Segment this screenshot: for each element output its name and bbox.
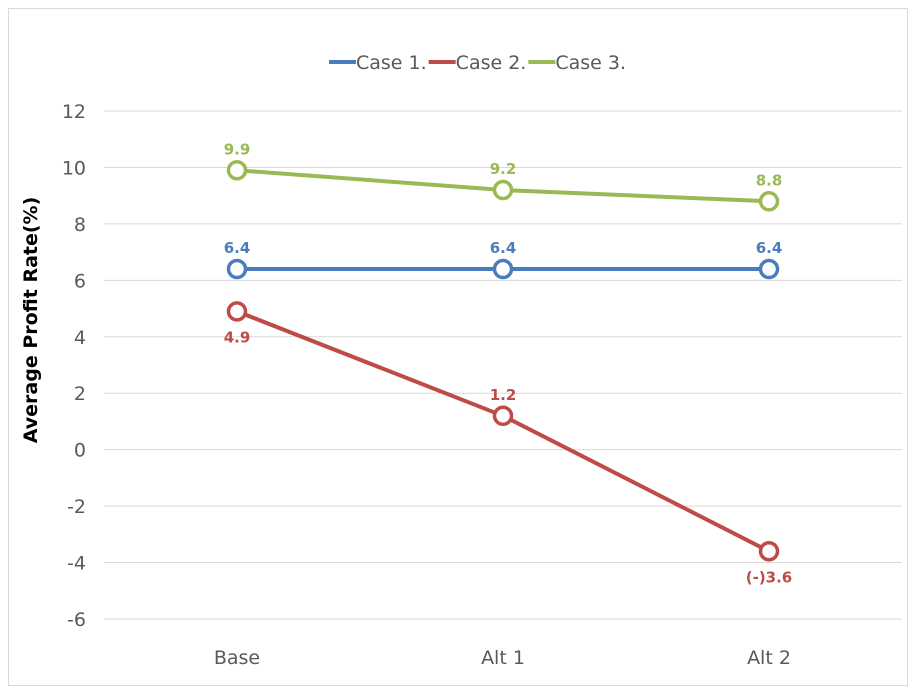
y-tick-label: 6: [74, 270, 86, 292]
legend: Case 1. Case 2. Case 3.: [329, 52, 626, 74]
data-point-marker: [758, 191, 780, 212]
data-point-marker: [492, 258, 514, 280]
data-point-marker: [226, 258, 248, 280]
data-label: (-)3.6: [746, 568, 793, 586]
series-line: [235, 309, 771, 554]
x-axis-ticks: Base Alt 1 Alt 2: [214, 647, 791, 669]
y-axis-label: Average Profit Rate(%): [20, 197, 42, 444]
legend-label: Case 1.: [356, 52, 427, 74]
y-tick-label: 0: [74, 440, 86, 462]
y-tick-label: -2: [67, 496, 86, 518]
chart-frame: [8, 8, 908, 686]
data-label: 1.2: [490, 386, 517, 404]
y-tick-label: 4: [74, 327, 86, 349]
data-label: 8.8: [756, 171, 783, 189]
y-tick-label: -4: [67, 553, 86, 575]
data-point-marker: [758, 541, 780, 562]
data-label: 6.4: [490, 239, 517, 257]
x-tick-label: Alt 1: [481, 647, 525, 669]
y-tick-label: 2: [74, 383, 86, 405]
data-label: 6.4: [756, 239, 783, 257]
series-2: 4.9 1.2 (-)3.6: [224, 301, 793, 586]
data-label: 9.2: [490, 160, 517, 178]
data-point-marker: [226, 160, 248, 181]
data-label: 4.9: [224, 328, 251, 346]
series-1: 6.4 6.4 6.4: [224, 239, 783, 280]
data-point-marker: [492, 179, 514, 201]
series-layer: 6.4 6.4 6.4 4.9 1.2 (-)3.6 9.9 9.2 8.8: [224, 140, 793, 586]
data-label: 9.9: [224, 140, 251, 158]
y-axis-ticks: 12 10 8 6 4 2 0 -2 -4 -6: [62, 101, 86, 631]
data-point-marker: [492, 405, 514, 427]
x-tick-label: Alt 2: [747, 647, 791, 669]
y-tick-label: 12: [62, 101, 86, 123]
data-point-marker: [758, 258, 780, 280]
legend-label: Case 3.: [555, 52, 626, 74]
legend-label: Case 2.: [456, 52, 527, 74]
y-tick-label: 10: [62, 157, 86, 179]
y-tick-label: -6: [67, 609, 86, 631]
data-label: 6.4: [224, 239, 251, 257]
x-tick-label: Base: [214, 647, 260, 669]
series-3: 9.9 9.2 8.8: [224, 140, 783, 212]
y-tick-label: 8: [74, 214, 86, 236]
data-point-marker: [226, 301, 248, 322]
